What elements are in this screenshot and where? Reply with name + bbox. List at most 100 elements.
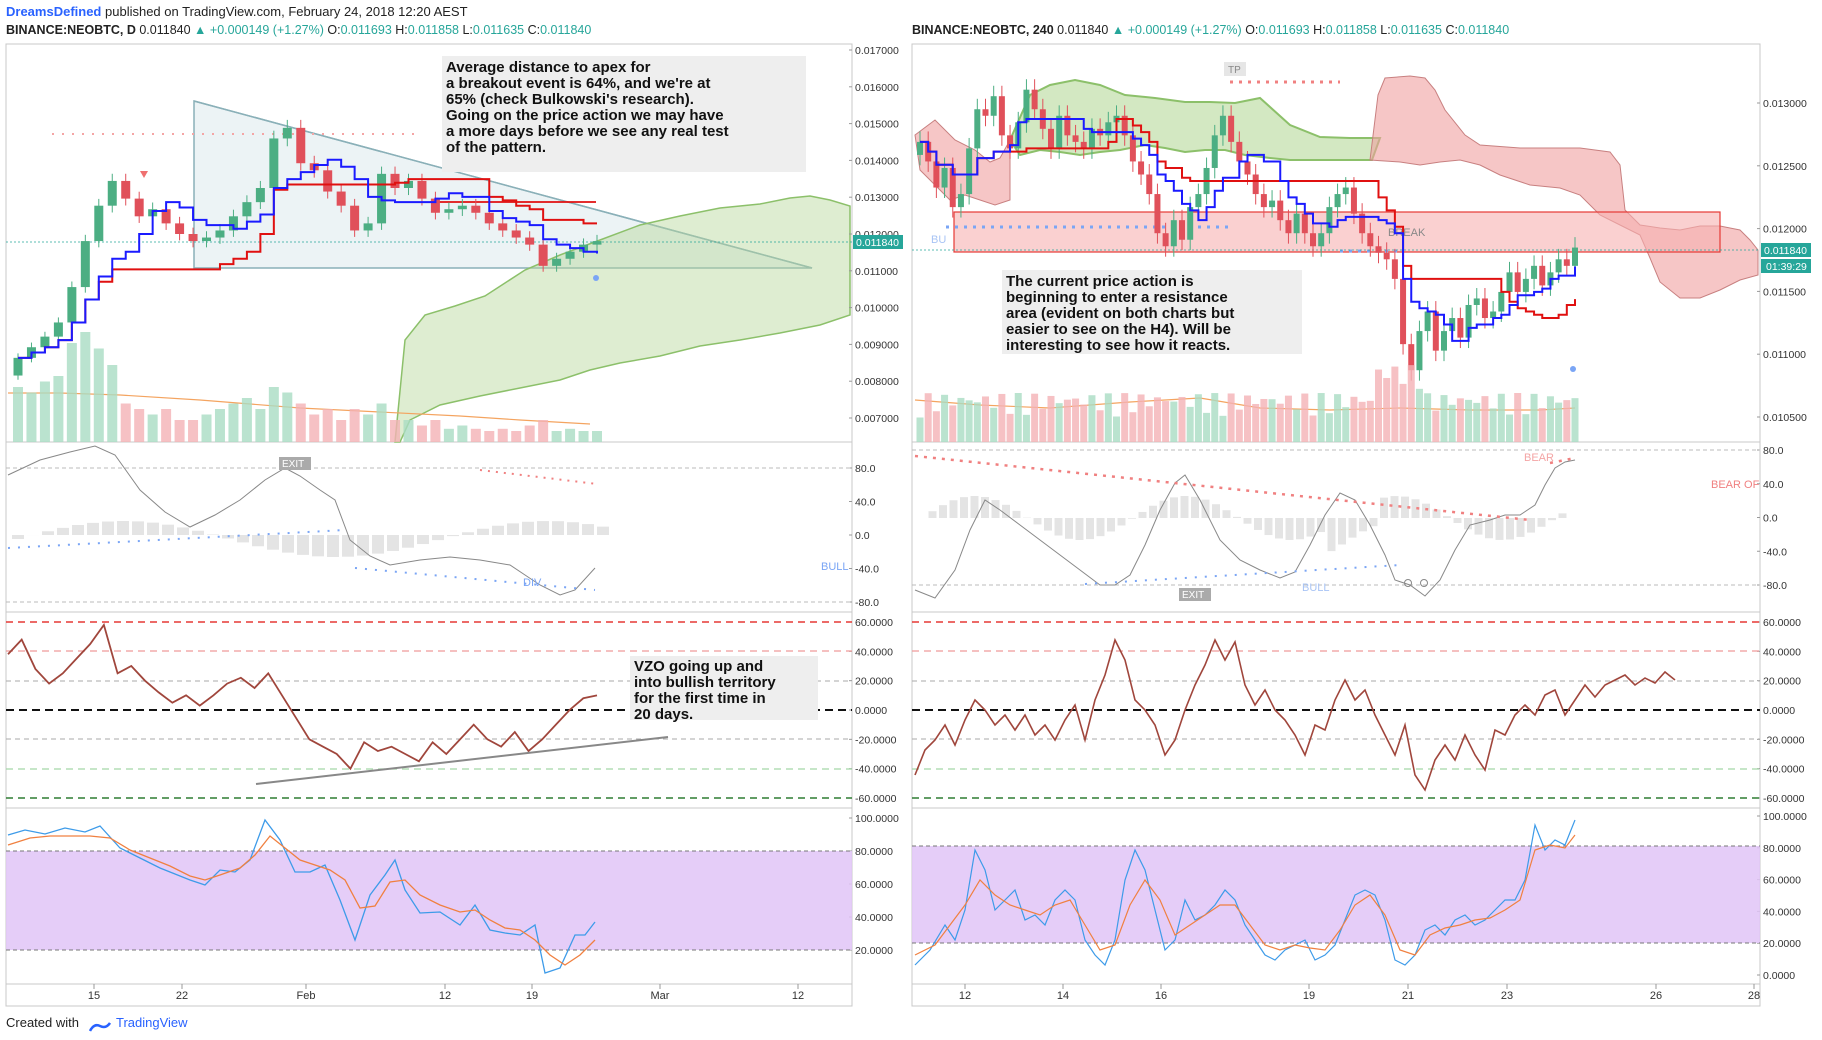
left-osc-hist-bar <box>237 535 249 543</box>
right-candle <box>1400 278 1407 345</box>
right-xaxis-strip[interactable] <box>911 983 1761 1007</box>
right-volume-bar <box>1006 413 1014 442</box>
right-candle <box>1048 128 1054 149</box>
right-osc-hist-bar <box>1338 518 1346 545</box>
right-volume-bar <box>949 405 957 442</box>
left-volume-bar <box>120 403 131 442</box>
right-candle <box>1359 213 1366 234</box>
right-osc-hist-bar <box>1065 518 1073 539</box>
right-time-tick-label: 23 <box>1501 990 1513 1002</box>
left-volume-bar <box>565 428 576 442</box>
right-chart[interactable]: TP BREAK BU 0.0130000.0125000.0120000.01… <box>593 43 1811 1007</box>
right-high: 0.011858 <box>1325 23 1377 37</box>
right-candle <box>1031 89 1038 110</box>
left-candle <box>552 258 562 266</box>
left-candle <box>188 234 198 242</box>
right-volume-bar <box>1055 403 1063 442</box>
right-volume-bar <box>1227 393 1235 442</box>
left-volume-bar <box>390 420 401 442</box>
left-osc-hist-bar <box>132 521 144 535</box>
right-candle <box>1072 135 1079 142</box>
right-osc-hist-bar <box>928 511 937 518</box>
right-candle <box>998 96 1005 136</box>
right-volume-bar <box>1473 402 1481 442</box>
right-volume-bar <box>1448 404 1456 442</box>
right-rsi-tick-label: 100.0000 <box>1763 811 1807 823</box>
left-volume-bar <box>484 431 495 442</box>
right-volume-bar <box>1137 394 1145 442</box>
tradingview-logo-icon <box>88 1018 111 1032</box>
right-candle <box>1228 115 1235 142</box>
left-rsi-tick-label: 60.0000 <box>855 879 893 891</box>
right-osc-hist-bar <box>1495 518 1504 540</box>
right-volume-bar <box>1104 393 1112 442</box>
right-osc-hist-bar <box>1548 518 1556 521</box>
right-osc-hist-bar <box>1390 496 1399 518</box>
right-volume-bar <box>1014 393 1022 442</box>
left-open: 0.011693 <box>340 23 392 37</box>
right-symbol[interactable]: BINANCE:NEOBTC, 240 <box>912 23 1054 37</box>
right-volume-bar <box>1309 415 1317 442</box>
right-osc-hist-bar <box>1170 497 1178 518</box>
right-marker-dot <box>1570 366 1576 372</box>
right-candle <box>1457 318 1464 338</box>
right-candle <box>1522 278 1529 292</box>
left-candle <box>228 216 238 231</box>
author-link[interactable]: DreamsDefined <box>6 4 102 19</box>
right-rsi-band <box>912 846 1760 943</box>
left-volume-bar <box>188 420 199 442</box>
right-osc-hist-bar <box>1537 518 1546 527</box>
left-candle <box>471 205 481 213</box>
left-candle <box>67 287 77 323</box>
right-vzo-tick-label: 60.0000 <box>1763 617 1801 629</box>
right-candle <box>1481 298 1488 319</box>
right-osc-tick-label: -40.0 <box>1763 546 1787 558</box>
left-vzo-tick-label: 40.0000 <box>855 646 893 658</box>
left-volume-bar <box>403 420 414 442</box>
left-candle <box>538 244 548 266</box>
left-note2-line: VZO going up and <box>634 658 763 675</box>
left-symbol[interactable]: BINANCE:NEOBTC, D <box>6 23 136 37</box>
left-volume-bar <box>66 343 77 442</box>
right-osc-hist-bar <box>1422 503 1430 518</box>
right-osc-pane[interactable] <box>911 441 1761 613</box>
left-tenkan-line <box>18 158 598 359</box>
left-osc-hist-bar <box>312 535 324 557</box>
right-bu-label: BU <box>931 234 946 246</box>
right-rsi-tick-label: 40.0000 <box>1763 906 1801 918</box>
right-volume-bar <box>1497 393 1505 442</box>
left-note1-line: a breakout event is 64%, and we're at <box>446 75 711 92</box>
left-osc-hist-bar <box>207 534 219 535</box>
right-resistance-zone[interactable] <box>953 211 1721 253</box>
left-close: 0.011840 <box>540 23 592 37</box>
right-osc-tick-label: 80.0 <box>1763 445 1784 457</box>
right-candle <box>1441 331 1447 351</box>
right-candle <box>1129 135 1136 162</box>
left-vzo-trendline[interactable] <box>255 736 669 785</box>
right-osc-hist-bar <box>1117 518 1126 526</box>
footer-tradingview-link[interactable]: TradingView <box>116 1015 188 1030</box>
left-candle <box>121 180 131 199</box>
right-volume-bar <box>1153 397 1161 442</box>
left-note2: VZO going up and into bullish territory fo… <box>634 658 776 723</box>
right-time-tick-label: 12 <box>959 990 971 1002</box>
right-candle <box>1342 187 1349 195</box>
right-countdown: 01:39:29 <box>1766 261 1807 273</box>
right-candle <box>1391 259 1398 279</box>
right-time-tick-label: 19 <box>1303 990 1315 1002</box>
right-rsi-tick-label: 60.0000 <box>1763 875 1801 887</box>
left-xaxis-strip[interactable] <box>5 983 853 1007</box>
left-osc-tick-label: -40.0 <box>855 564 879 576</box>
right-volume-bar <box>924 393 932 442</box>
right-candle <box>1383 252 1390 260</box>
left-osc-tick-label: -80.0 <box>855 597 879 609</box>
left-rsi-signal <box>7 835 596 966</box>
left-chart[interactable]: 0.017000 0.016000 0.015000 0.014000 0.013000… <box>5 43 903 1007</box>
left-exit-tag <box>279 457 311 470</box>
right-osc-histogram <box>928 496 1567 552</box>
right-candle <box>1179 220 1185 240</box>
left-price-tick-label: 0.015000 <box>855 119 899 131</box>
left-exit-label: EXIT <box>282 459 304 470</box>
right-osc-hist-bar <box>1212 504 1220 518</box>
